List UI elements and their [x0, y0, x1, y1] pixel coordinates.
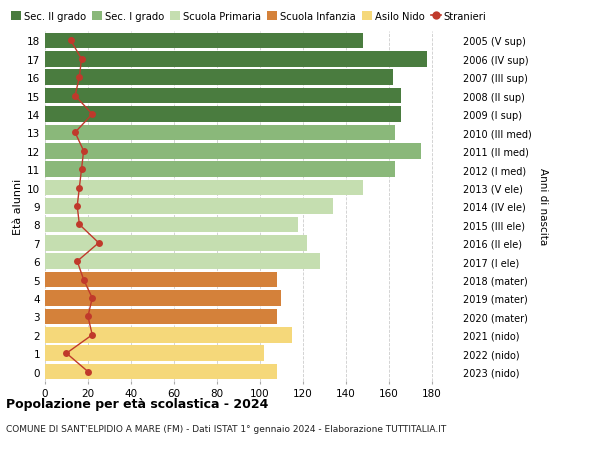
Point	[88, 111, 97, 118]
Point	[74, 185, 84, 192]
Point	[83, 313, 93, 320]
Point	[66, 38, 76, 45]
Bar	[45, 291, 281, 306]
Bar	[45, 364, 277, 380]
Legend: Sec. II grado, Sec. I grado, Scuola Primaria, Scuola Infanzia, Asilo Nido, Stran: Sec. II grado, Sec. I grado, Scuola Prim…	[11, 12, 487, 22]
Y-axis label: Età alunni: Età alunni	[13, 179, 23, 235]
Point	[79, 276, 88, 284]
Point	[88, 295, 97, 302]
Bar	[45, 199, 333, 214]
Point	[77, 56, 86, 63]
Point	[74, 221, 84, 229]
Bar	[45, 70, 393, 86]
Bar	[45, 309, 277, 325]
Point	[77, 166, 86, 174]
Bar	[45, 235, 307, 251]
Bar	[45, 346, 264, 361]
Bar	[45, 217, 298, 233]
Text: Popolazione per età scolastica - 2024: Popolazione per età scolastica - 2024	[6, 397, 268, 410]
Bar	[45, 162, 395, 178]
Point	[83, 368, 93, 375]
Bar	[45, 254, 320, 269]
Point	[88, 331, 97, 339]
Bar	[45, 272, 277, 288]
Bar	[45, 34, 363, 49]
Y-axis label: Anni di nascita: Anni di nascita	[538, 168, 548, 245]
Bar	[45, 180, 363, 196]
Text: COMUNE DI SANT'ELPIDIO A MARE (FM) - Dati ISTAT 1° gennaio 2024 - Elaborazione T: COMUNE DI SANT'ELPIDIO A MARE (FM) - Dat…	[6, 425, 446, 434]
Point	[73, 203, 82, 210]
Point	[70, 129, 80, 137]
Point	[74, 74, 84, 82]
Point	[62, 350, 71, 357]
Point	[70, 93, 80, 100]
Bar	[45, 52, 427, 67]
Bar	[45, 327, 292, 343]
Bar	[45, 125, 395, 141]
Point	[73, 258, 82, 265]
Bar	[45, 107, 401, 123]
Point	[94, 240, 103, 247]
Point	[79, 148, 88, 155]
Bar	[45, 89, 401, 104]
Bar	[45, 144, 421, 159]
